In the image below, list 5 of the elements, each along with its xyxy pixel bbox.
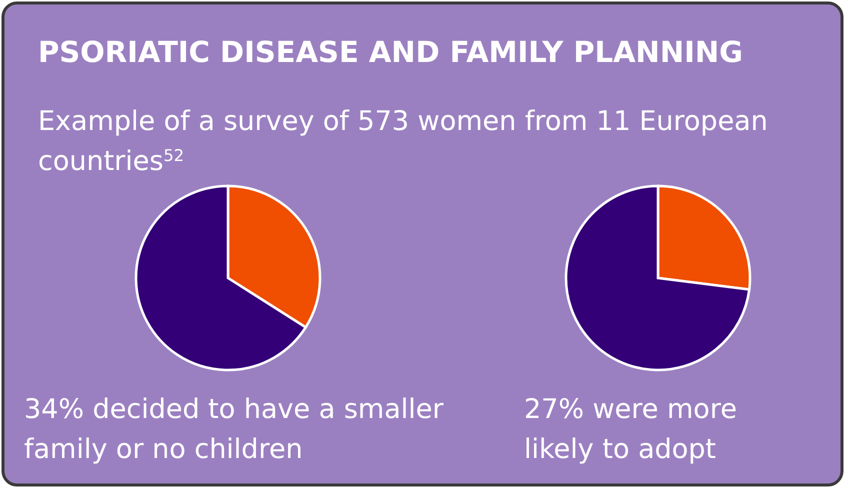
text: Example of a survey of 573 women from 11 European countries$^{52}$	[38, 106, 768, 177]
text: 34% decided to have a smaller family or no children	[24, 394, 444, 465]
pie-slice	[564, 184, 751, 372]
text: PSORIATIC DISEASE AND FAMILY PLANNING	[38, 35, 743, 69]
text: 27% were more likely to adopt	[524, 394, 737, 465]
